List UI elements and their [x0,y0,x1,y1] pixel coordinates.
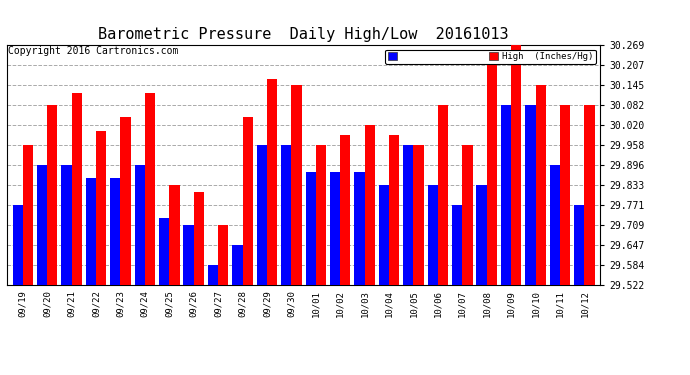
Bar [96,131,106,285]
Bar [257,145,267,285]
Text: Copyright 2016 Cartronics.com: Copyright 2016 Cartronics.com [8,46,179,56]
Bar [364,125,375,285]
Bar [340,135,351,285]
Bar [159,218,169,285]
Bar [72,93,82,285]
Bar [584,105,595,285]
Bar [23,145,33,285]
Bar [135,165,145,285]
Bar [535,85,546,285]
Legend: Low  (Inches/Hg), High  (Inches/Hg): Low (Inches/Hg), High (Inches/Hg) [385,50,595,64]
Bar [379,185,389,285]
Bar [194,192,204,285]
Bar [267,79,277,285]
Bar [218,225,228,285]
Bar [316,145,326,285]
Bar [355,172,364,285]
Title: Barometric Pressure  Daily High/Low  20161013: Barometric Pressure Daily High/Low 20161… [98,27,509,42]
Bar [550,165,560,285]
Bar [86,178,96,285]
Bar [403,145,413,285]
Bar [511,45,522,285]
Bar [452,205,462,285]
Bar [462,145,473,285]
Bar [169,185,179,285]
Bar [12,205,23,285]
Bar [413,145,424,285]
Bar [61,165,72,285]
Bar [184,225,194,285]
Bar [110,178,121,285]
Bar [233,245,243,285]
Bar [281,145,291,285]
Bar [47,105,57,285]
Bar [428,185,438,285]
Bar [291,85,302,285]
Bar [560,105,570,285]
Bar [145,93,155,285]
Bar [208,265,218,285]
Bar [438,105,449,285]
Bar [37,165,47,285]
Bar [574,205,584,285]
Bar [477,185,486,285]
Bar [389,135,400,285]
Bar [243,117,253,285]
Bar [525,105,535,285]
Bar [121,117,130,285]
Bar [306,172,316,285]
Bar [330,172,340,285]
Bar [486,65,497,285]
Bar [501,105,511,285]
